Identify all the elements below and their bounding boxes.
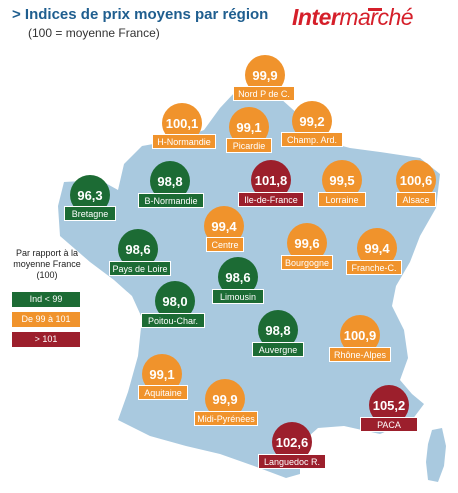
region-label-champagne-ardenne: Champ. Ard. — [281, 132, 343, 147]
page-subtitle: (100 = moyenne France) — [28, 26, 160, 40]
legend-item-low: Ind < 99 — [12, 292, 80, 307]
corsica-shape — [426, 428, 446, 482]
region-label-ile-de-france: Ile-de-France — [238, 192, 304, 207]
region-label-poitou-charentes: Poitou-Char. — [141, 313, 205, 328]
region-label-aquitaine: Aquitaine — [138, 385, 188, 400]
brand-logo-accent — [368, 8, 382, 11]
region-label-basse-normandie: B-Normandie — [138, 193, 204, 208]
brand-logo: Intermarché — [292, 4, 414, 31]
legend-title: Par rapport à la moyenne France (100) — [13, 248, 81, 280]
region-label-auvergne: Auvergne — [252, 342, 304, 357]
page-title: > Indices de prix moyens par région — [12, 6, 269, 23]
region-label-bretagne: Bretagne — [64, 206, 116, 221]
region-label-haute-normandie: H-Normandie — [152, 134, 216, 149]
region-label-centre: Centre — [206, 237, 244, 252]
region-label-lorraine: Lorraine — [318, 192, 366, 207]
legend-item-mid: De 99 à 101 — [12, 312, 80, 327]
region-label-pays-de-loire: Pays de Loire — [109, 261, 171, 276]
region-label-midi-pyrenees: Midi-Pyrénées — [194, 411, 258, 426]
region-label-franche-comte: Franche-C. — [346, 260, 402, 275]
region-label-rhone-alpes: Rhône-Alpes — [329, 347, 391, 362]
brand-logo-part1: Inter — [292, 4, 340, 30]
region-label-alsace: Alsace — [396, 192, 436, 207]
region-label-limousin: Limousin — [212, 289, 264, 304]
region-label-picardie: Picardie — [226, 138, 272, 153]
region-label-bourgogne: Bourgogne — [281, 255, 333, 270]
legend-item-high: > 101 — [12, 332, 80, 347]
region-label-languedoc-roussillon: Languedoc R. — [258, 454, 326, 469]
region-label-nord-pas-de-calais: Nord P de C. — [233, 86, 295, 101]
region-label-paca: PACA — [360, 417, 418, 432]
